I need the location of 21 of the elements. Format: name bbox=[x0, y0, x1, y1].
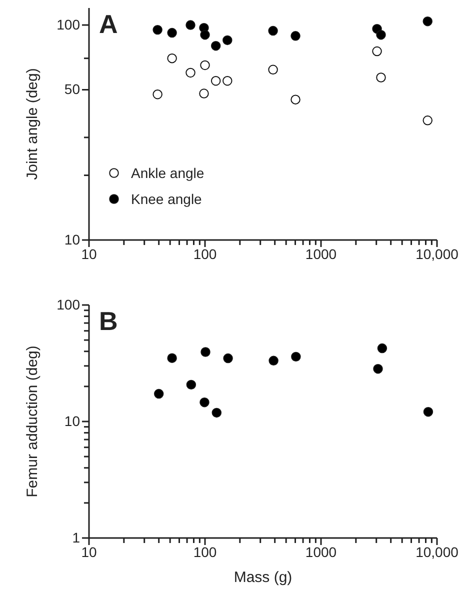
x-tick-label: 10,000 bbox=[416, 544, 459, 560]
legend-label: Knee angle bbox=[131, 191, 202, 207]
legend-label: Ankle angle bbox=[131, 165, 204, 181]
x-tick-label: 1000 bbox=[305, 544, 337, 560]
x-tick-label: 1000 bbox=[305, 246, 337, 262]
x-tick-label: 10 bbox=[81, 246, 97, 262]
y-tick-label: 1 bbox=[72, 529, 80, 546]
y-tick-label: 100 bbox=[56, 16, 80, 32]
y-axis-title: Joint angle (deg) bbox=[24, 68, 41, 180]
chart-title: A bbox=[99, 9, 118, 39]
x-tick-label: 100 bbox=[193, 544, 217, 560]
y-tick-label: 50 bbox=[64, 81, 80, 98]
x-tick-label: 10,000 bbox=[416, 246, 459, 262]
chart-title: B bbox=[99, 306, 118, 336]
x-tick-label: 10 bbox=[81, 544, 97, 560]
y-tick-label: 10 bbox=[64, 231, 80, 248]
x-axis-title: Mass (g) bbox=[234, 569, 292, 586]
x-tick-label: 100 bbox=[193, 246, 217, 262]
y-tick-label: 10 bbox=[64, 412, 80, 429]
y-axis-title: Femur adduction (deg) bbox=[24, 346, 41, 498]
y-tick-label: 100 bbox=[56, 296, 80, 312]
